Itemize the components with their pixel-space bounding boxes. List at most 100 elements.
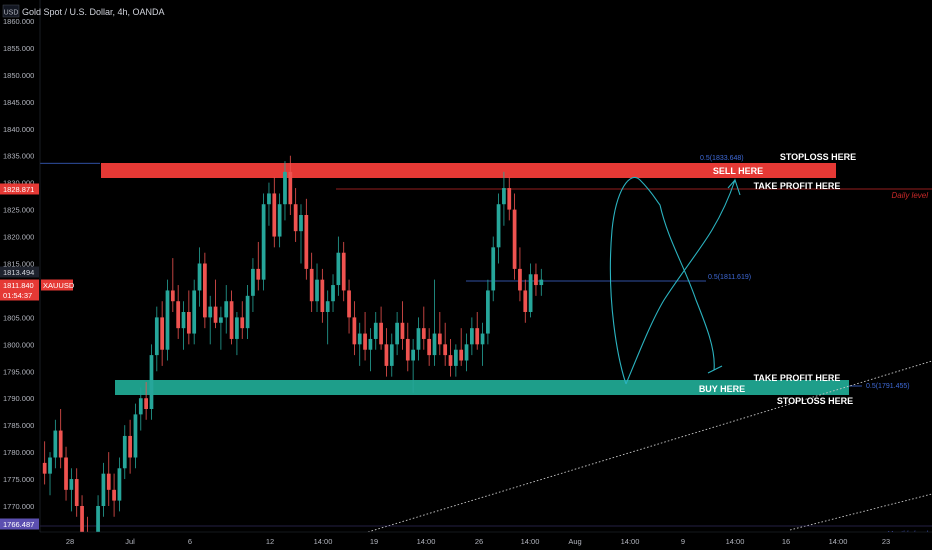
candle-body <box>496 204 501 248</box>
price-tick-label: 1815.000 <box>3 260 34 269</box>
candle-body <box>64 457 68 490</box>
candle-body <box>480 333 485 345</box>
price-tick-label: 1800.000 <box>3 340 34 349</box>
fib-label: 0.5(1791.455) <box>866 383 910 390</box>
candle-body <box>80 506 84 533</box>
candle-body <box>235 317 239 339</box>
candle-body <box>427 338 432 356</box>
time-tick-label: 9 <box>681 537 685 546</box>
candle-body <box>256 268 261 280</box>
candle-body <box>299 215 303 232</box>
candle-body <box>160 317 165 350</box>
candle-body <box>224 301 229 318</box>
time-tick-label: 23 <box>882 537 890 546</box>
time-tick-label: 14:00 <box>417 537 436 546</box>
candle-body <box>459 349 464 361</box>
candle-body <box>464 344 469 361</box>
symbol-tag-label: XAUUSD <box>43 281 75 290</box>
annotation-text: STOPLOSS HERE <box>780 152 856 162</box>
candle-body <box>138 398 143 415</box>
time-tick-label: 14:00 <box>314 537 333 546</box>
candle-body <box>486 290 490 334</box>
candle-body <box>453 349 458 366</box>
candle-body <box>245 295 250 329</box>
candle-body <box>48 457 52 474</box>
time-tick-label: 14:00 <box>621 537 640 546</box>
candle-body <box>523 290 528 312</box>
candle-body <box>384 344 389 366</box>
candle-body <box>325 301 330 312</box>
candle-body <box>96 506 100 539</box>
annotation-text: STOPLOSS HERE <box>777 396 853 406</box>
price-tag-neutral[interactable] <box>0 266 39 278</box>
candle-body <box>122 435 127 469</box>
candle-body <box>283 171 287 205</box>
currency-badge[interactable] <box>2 4 20 18</box>
candle-body <box>309 268 314 302</box>
currency-label: USD <box>4 10 19 17</box>
candle-body <box>352 317 357 345</box>
candle-body <box>347 290 351 318</box>
price-tag-value: 1766.487 <box>3 520 34 529</box>
candle-body <box>181 312 186 329</box>
price-tag-last[interactable] <box>0 279 39 291</box>
hand-drawn-arrow <box>625 178 741 385</box>
price-tag-level[interactable] <box>0 183 39 195</box>
price-tick-label: 1835.000 <box>3 152 34 161</box>
symbol-tag[interactable] <box>41 279 73 291</box>
fib-label: 0.5(1833.648) <box>700 155 744 162</box>
price-tick-label: 1770.000 <box>3 502 34 511</box>
price-tag-value: 01:54:37 <box>3 291 32 300</box>
candle-body <box>101 473 106 506</box>
annotation-layer: SELL HERE BUY HERE Daily level 0.5(1833.648… <box>699 152 929 538</box>
price-tag-value: 1811.840 <box>3 281 34 290</box>
time-tick-label: Jul <box>125 537 135 546</box>
daily-level-label: Daily level <box>892 191 929 200</box>
candle-body <box>475 328 480 345</box>
price-tag-timer[interactable] <box>0 289 39 301</box>
candle-body <box>416 328 421 350</box>
candle-body <box>395 322 399 345</box>
candle-body <box>267 193 271 205</box>
candle-body <box>336 252 341 286</box>
time-tick-label: 28 <box>66 537 74 546</box>
annotation-text: TAKE PROFIT HERE <box>754 373 841 383</box>
price-tick-label: 1795.000 <box>3 367 34 376</box>
candle-body <box>203 263 207 318</box>
price-tick-label: 1820.000 <box>3 233 34 242</box>
candle-body <box>240 317 245 329</box>
candle-body <box>154 317 159 356</box>
buy-zone[interactable] <box>115 380 849 395</box>
candle-body <box>518 268 522 291</box>
candle-body <box>128 435 132 458</box>
candle-body <box>363 333 367 350</box>
candle-body <box>69 479 74 490</box>
sketch-layer <box>609 177 741 385</box>
time-axis[interactable]: 28 Jul 6 12 14:00 19 14:00 26 14:00 Aug 14:00 9 14:0… <box>40 531 932 550</box>
candle-body <box>507 188 512 210</box>
price-tick-label: 1775.000 <box>3 475 34 484</box>
buy-zone-label: BUY HERE <box>699 384 745 394</box>
time-tick-label: 14:00 <box>829 537 848 546</box>
candle-body <box>42 462 47 474</box>
price-tag-value: 1813.494 <box>3 268 34 277</box>
price-tag-value: 1828.871 <box>3 185 34 194</box>
candle-body <box>197 263 202 291</box>
time-tick-label: 14:00 <box>521 537 540 546</box>
candle-body <box>277 204 282 237</box>
candle-body <box>133 414 138 458</box>
candle-body <box>411 349 415 361</box>
candle-body <box>261 204 266 280</box>
candle-body <box>144 398 148 409</box>
candle-body <box>448 355 453 366</box>
trendline-lower <box>789 493 932 531</box>
price-tick-label: 1840.000 <box>3 125 34 134</box>
price-tag-purple[interactable] <box>0 518 39 530</box>
price-axis[interactable]: 1860.000 1855.000 1850.000 1845.000 1840.000… <box>0 0 75 550</box>
candle-body <box>53 430 58 458</box>
price-tick-label: 1845.000 <box>3 98 34 107</box>
price-tick-label: 1790.000 <box>3 394 34 403</box>
time-tick-label: 14:00 <box>726 537 745 546</box>
candle-body <box>229 301 234 339</box>
